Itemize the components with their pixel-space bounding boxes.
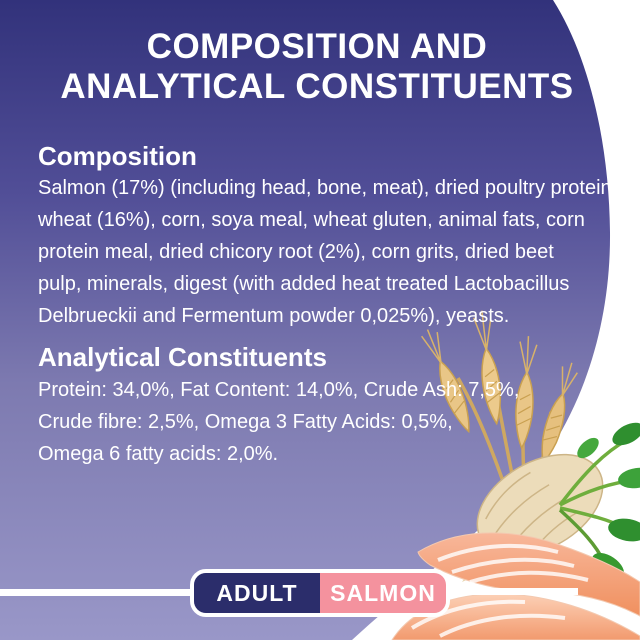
adult-badge: ADULT (194, 573, 320, 613)
salmon-badge: SALMON (320, 573, 446, 613)
analytical-heading: Analytical Constituents (38, 342, 327, 372)
page-title-line2: ANALYTICAL CONSTITUENTS (60, 67, 574, 106)
divider-line-left (0, 589, 196, 596)
salmon-fillet-icon (391, 532, 640, 640)
composition-heading: Composition (38, 141, 197, 171)
page-title: COMPOSITION AND ANALYTICAL CONSTITUENTS (0, 27, 634, 107)
divider-line-right (452, 588, 578, 595)
variant-badge-pill: ADULT SALMON (190, 569, 450, 617)
composition-text: Salmon (17%) (including head, bone, meat… (38, 177, 618, 327)
analytical-text: Protein: 34,0%, Fat Content: 14,0%, Crud… (38, 379, 520, 465)
page-title-line1: COMPOSITION AND (146, 27, 488, 66)
purple-background-shape (0, 0, 611, 640)
